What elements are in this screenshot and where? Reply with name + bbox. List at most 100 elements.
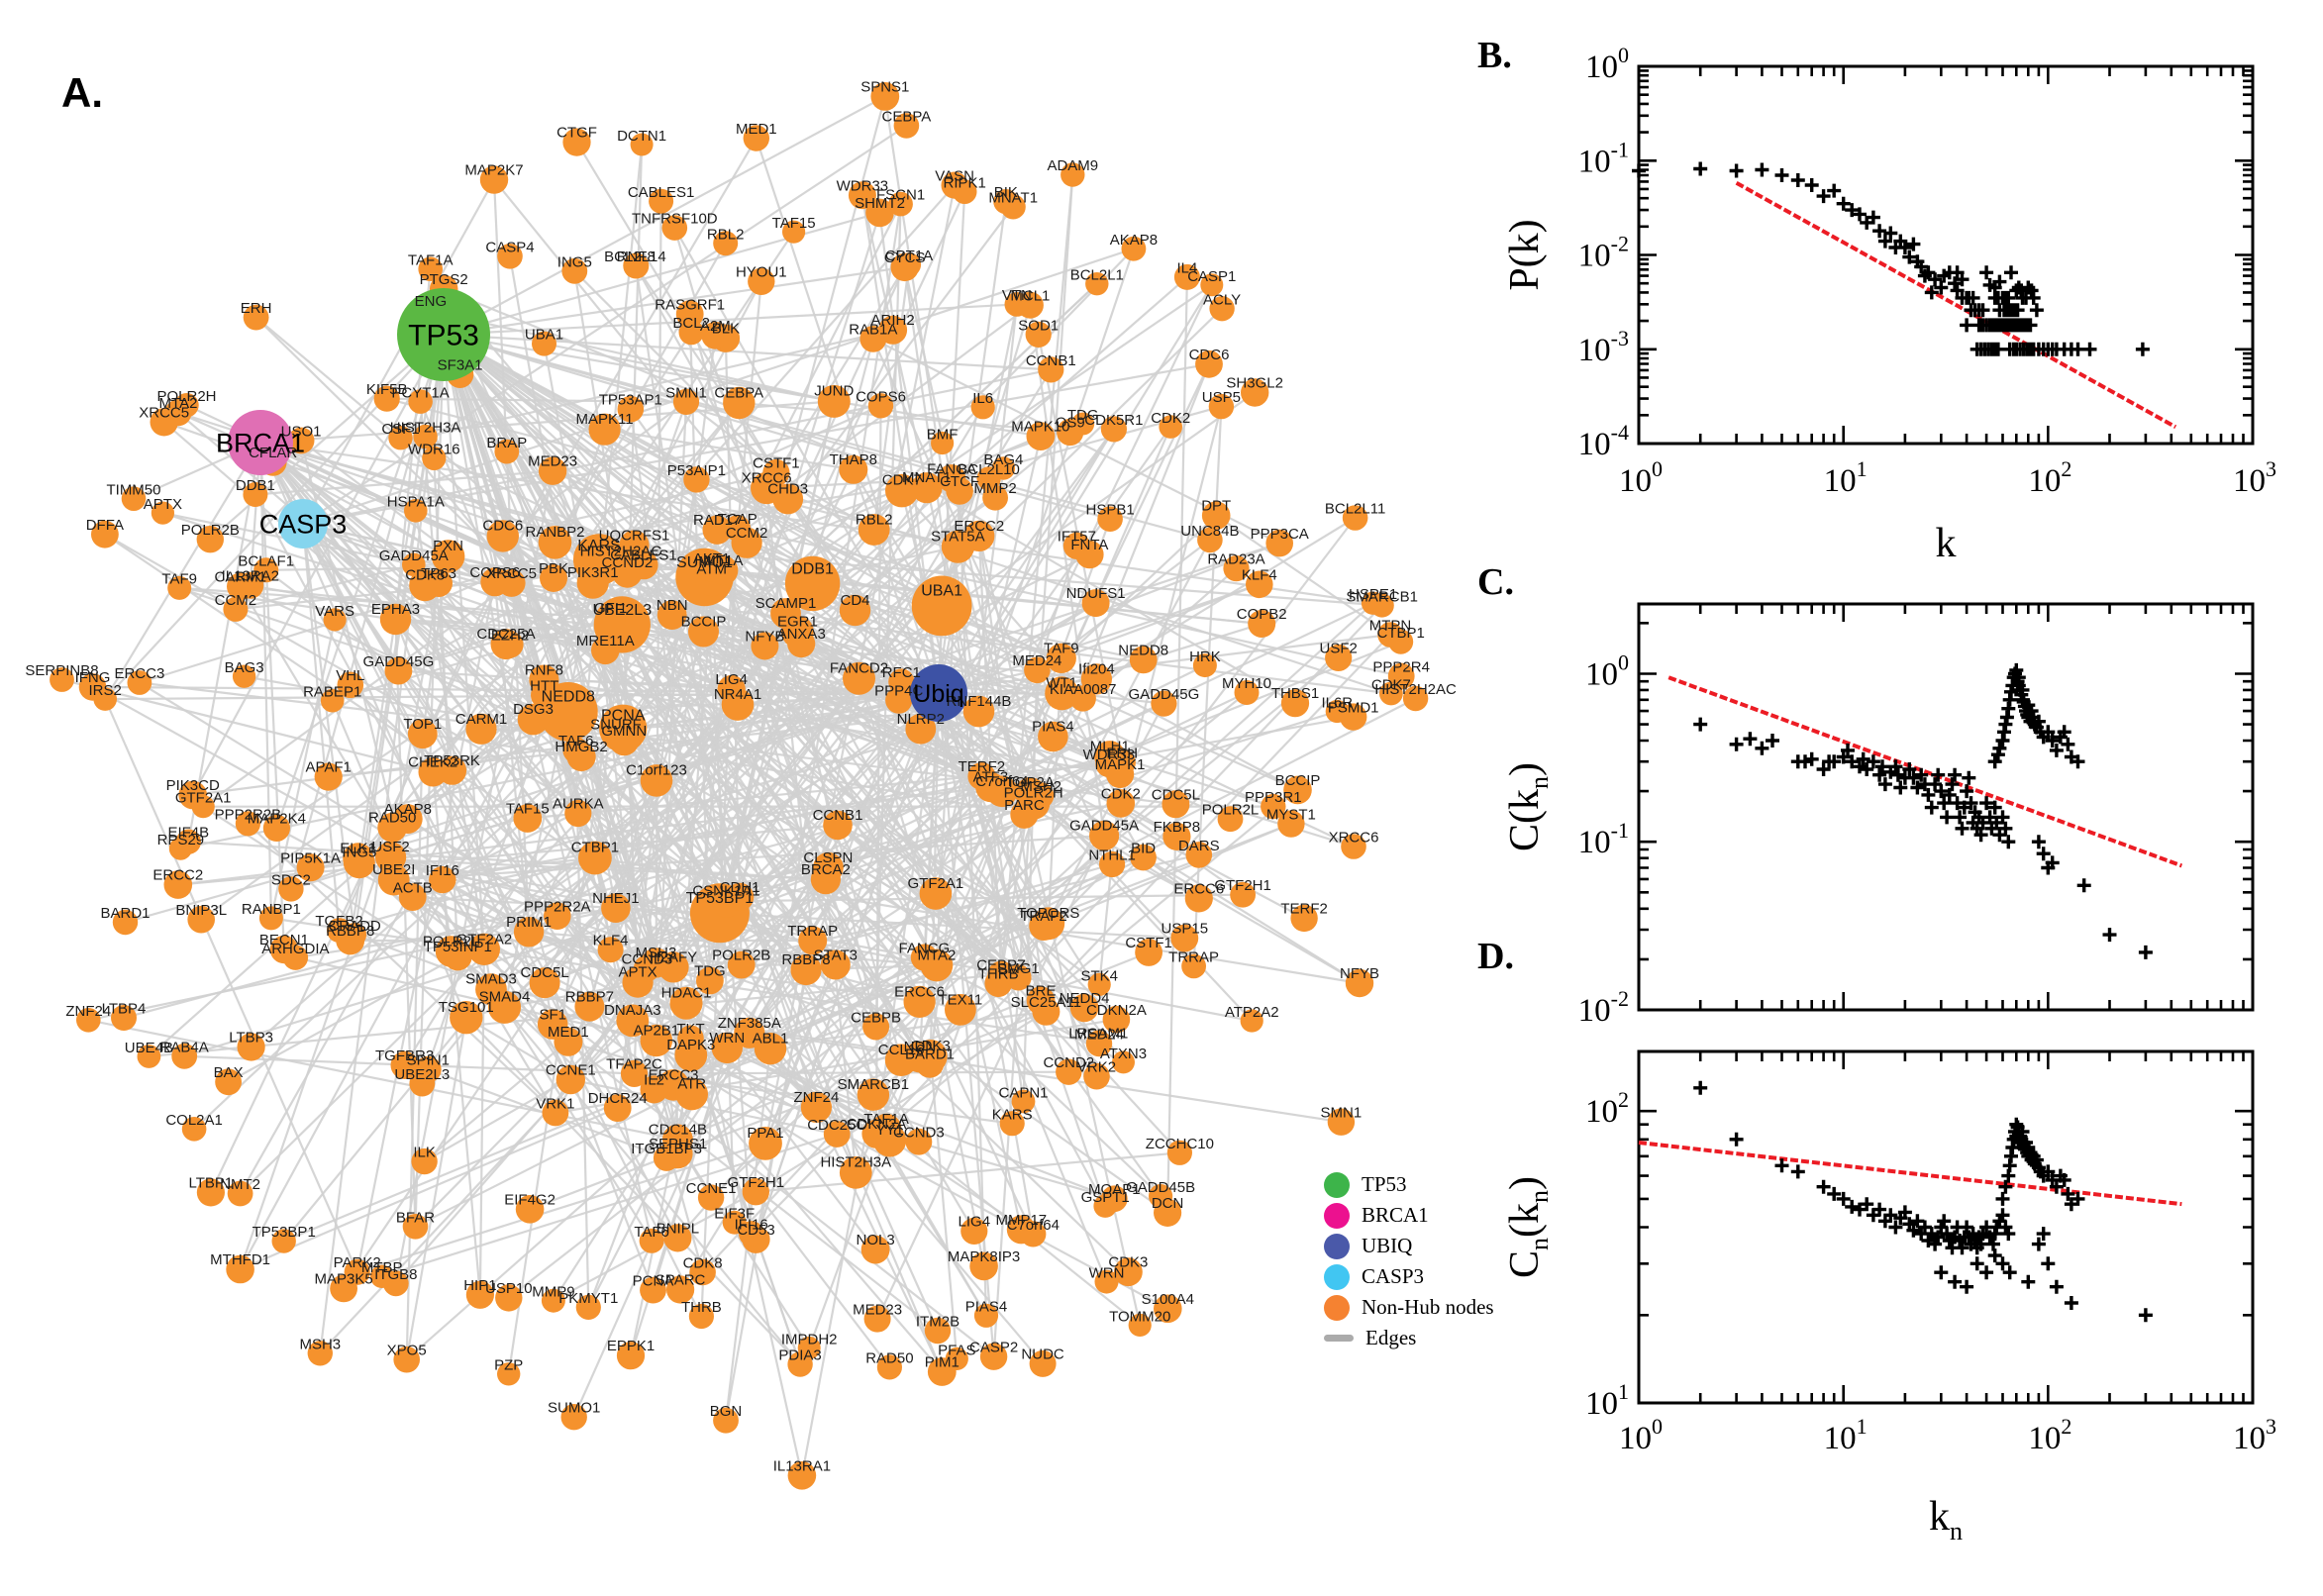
hub-brca1-label: BRCA1 — [216, 428, 305, 457]
gene-node — [187, 905, 215, 934]
gene-node-label: CCM2 — [215, 592, 257, 609]
gene-node-label: ERCC2 — [954, 518, 1004, 535]
gene-node-label: NDN — [904, 1039, 937, 1055]
legend-item-nonhub: Non-Hub nodes — [1324, 1292, 1494, 1323]
gene-node — [872, 1124, 907, 1157]
gene-node-label: TP53AP1 — [599, 392, 662, 409]
gene-node — [1106, 789, 1136, 818]
axis-tick-label: 100 — [1619, 1414, 1663, 1456]
gene-node — [639, 1228, 664, 1253]
gene-node-label: CDC6 — [1189, 347, 1230, 363]
gene-node — [50, 667, 74, 692]
hub-ubiq-label: Ubiq — [913, 680, 963, 708]
tp53-swatch-icon — [1324, 1171, 1350, 1198]
gene-node-label: C1orf123 — [626, 762, 687, 779]
gene-node — [1280, 689, 1310, 718]
gene-node — [876, 1354, 903, 1380]
gene-node-label: MMP9 — [532, 1284, 574, 1301]
gene-node — [969, 1251, 998, 1281]
gene-node — [1106, 759, 1135, 789]
gene-node — [976, 466, 1001, 491]
gene-node — [1277, 810, 1305, 838]
gene-node-label: NR4A1 — [714, 686, 761, 703]
gene-node-label: GTF2A2 — [456, 931, 513, 948]
gene-node-label: POLR2L — [423, 934, 480, 950]
legend-label: BRCA1 — [1362, 1203, 1429, 1227]
gene-node — [1135, 939, 1162, 966]
gene-node-label: GTF2A1 — [175, 790, 232, 807]
gene-node-label: HYOU1 — [736, 264, 787, 281]
gene-node-label: PARC — [1004, 797, 1045, 814]
gene-node-label: ERCC6 — [1173, 880, 1224, 897]
gene-node — [243, 482, 268, 507]
gene-node — [343, 843, 373, 874]
gene-node-label: UBE2L3 — [593, 602, 653, 619]
gene-node-label: ZNF24 — [793, 1089, 839, 1106]
axis-tick-label: 10-4 — [1578, 420, 1629, 462]
gene-node-label: SERPINB8 — [25, 662, 98, 679]
gene-node-label: LIG4 — [959, 1214, 991, 1231]
gene-node-label: KLF4 — [593, 933, 629, 949]
gene-node-label: TP63 — [421, 565, 456, 582]
gene-node-label: IL2 — [644, 1072, 664, 1089]
fit-line — [1735, 181, 2177, 429]
gene-node — [227, 1180, 253, 1207]
gene-node-label: NMT2 — [220, 1176, 260, 1193]
y-axis-label: C(kn​) — [1502, 762, 1554, 851]
gene-node-label: CPT1A — [885, 248, 933, 264]
gene-node-label: MAPK11 — [576, 411, 634, 428]
gene-node — [970, 395, 995, 420]
gene-node-label: ING5 — [342, 845, 376, 861]
gene-node-label: SF3A1 — [438, 357, 483, 374]
gene-node-label: PPP4C — [874, 683, 923, 700]
gene-node-label: THRB — [978, 966, 1019, 983]
gene-node — [640, 1075, 668, 1104]
gene-node-label: BCL2L11 — [1325, 501, 1385, 518]
gene-node-label: BCCIP — [1275, 772, 1321, 789]
gene-node — [616, 1342, 646, 1370]
gene-node-label: MAPK8IP3 — [948, 1248, 1020, 1265]
legend-item-edges: Edges — [1324, 1323, 1494, 1353]
hub-brca1-node — [228, 410, 293, 475]
gene-node — [888, 191, 913, 217]
gene-node-label: UQCRFS1 — [599, 527, 670, 544]
gene-node-label: MSH2 — [1020, 778, 1061, 795]
gene-node-label: STK4 — [1080, 967, 1118, 984]
gene-node — [1094, 1269, 1119, 1294]
gene-node-label: POLR2H — [156, 388, 216, 405]
gene-node-label: CARM1 — [215, 569, 267, 586]
gene-node — [497, 568, 526, 597]
gene-node — [495, 1284, 523, 1312]
gene-node-label: H2AFY — [650, 949, 697, 966]
gene-node-label: CDK2 — [1151, 410, 1190, 427]
gene-node-label: RAD17 — [693, 512, 741, 529]
gene-node-label: MNAT1 — [902, 469, 952, 486]
gene-node-label: DSG3 — [513, 701, 554, 718]
gene-node — [865, 198, 894, 228]
gene-node-label: GFI1 — [594, 600, 627, 617]
gene-node-label: BLK — [712, 321, 740, 338]
gene-node — [422, 446, 447, 470]
gene-node-label: TAF6 — [558, 733, 594, 749]
gene-node-label: ARIH2 — [871, 312, 915, 329]
gene-node-label: DDB1 — [791, 561, 834, 578]
gene-node-label: CDC14B — [649, 1122, 707, 1139]
gene-node — [941, 530, 975, 563]
gene-node-label: GTF2A1 — [908, 875, 964, 892]
gene-node — [910, 944, 939, 971]
gene-node-label: CDC6 — [482, 518, 523, 535]
gene-node-label: CDK3 — [911, 1038, 951, 1054]
gene-node-label: SPARC — [656, 1272, 706, 1289]
axis-ticks — [1637, 1051, 2255, 1405]
gene-node — [858, 514, 890, 546]
panel-d-label: D. — [1477, 936, 1514, 977]
gene-node-label: ERCC2 — [152, 867, 203, 884]
gene-node — [839, 1156, 872, 1189]
gene-node — [999, 1111, 1025, 1137]
gene-node — [243, 304, 269, 331]
gene-node-label: SOD1 — [1018, 317, 1059, 334]
gene-node-label: NLRP2 — [897, 711, 945, 728]
gene-node-label: EIF4G2 — [504, 1191, 556, 1208]
gene-node — [1200, 273, 1224, 297]
gene-node — [562, 128, 591, 156]
